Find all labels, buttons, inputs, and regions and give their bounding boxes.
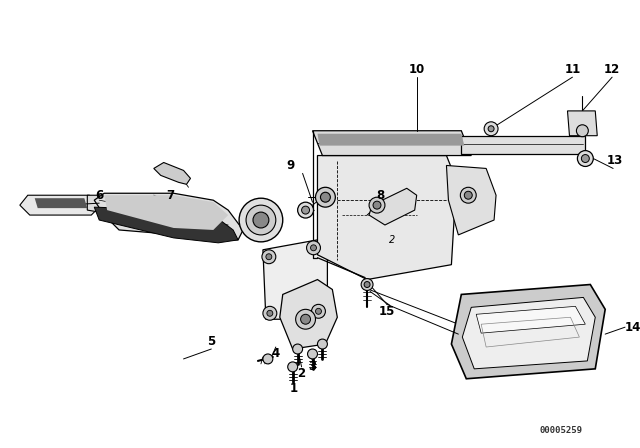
Circle shape (288, 362, 298, 372)
Circle shape (262, 250, 276, 264)
Circle shape (246, 205, 276, 235)
Text: 13: 13 (607, 154, 623, 167)
Text: 12: 12 (604, 63, 620, 76)
Circle shape (488, 126, 494, 132)
Polygon shape (317, 134, 464, 146)
Text: 2: 2 (298, 367, 306, 380)
Text: 3: 3 (308, 360, 317, 373)
Polygon shape (312, 131, 471, 155)
Text: 9: 9 (287, 159, 295, 172)
Circle shape (296, 309, 316, 329)
Polygon shape (462, 297, 595, 369)
Circle shape (316, 187, 335, 207)
Circle shape (239, 198, 283, 242)
Circle shape (373, 201, 381, 209)
Polygon shape (476, 306, 586, 333)
Circle shape (364, 281, 370, 288)
Circle shape (310, 245, 317, 251)
Polygon shape (87, 195, 99, 212)
Circle shape (317, 339, 328, 349)
Circle shape (312, 304, 325, 318)
Circle shape (577, 151, 593, 167)
Circle shape (266, 254, 272, 260)
Polygon shape (317, 155, 456, 280)
Polygon shape (154, 163, 191, 184)
Text: 8: 8 (376, 189, 384, 202)
Polygon shape (461, 136, 586, 154)
Text: 14: 14 (625, 321, 640, 334)
Circle shape (464, 191, 472, 199)
Text: 5: 5 (207, 335, 216, 348)
Circle shape (321, 192, 330, 202)
Circle shape (369, 197, 385, 213)
Circle shape (263, 354, 273, 364)
Text: 2: 2 (388, 235, 395, 245)
Text: 7: 7 (166, 189, 175, 202)
Circle shape (361, 279, 373, 290)
Circle shape (292, 344, 303, 354)
Text: 1: 1 (290, 382, 298, 395)
Circle shape (253, 212, 269, 228)
Text: 4: 4 (272, 348, 280, 361)
Circle shape (301, 314, 310, 324)
Circle shape (301, 206, 310, 214)
Polygon shape (20, 195, 99, 215)
Text: 10: 10 (408, 63, 425, 76)
Polygon shape (35, 198, 87, 208)
Polygon shape (447, 165, 496, 235)
Polygon shape (94, 193, 243, 240)
Circle shape (263, 306, 276, 320)
Circle shape (460, 187, 476, 203)
Circle shape (484, 122, 498, 136)
Text: 15: 15 (379, 305, 395, 318)
Text: 11: 11 (564, 63, 580, 76)
Polygon shape (104, 195, 228, 230)
Circle shape (577, 125, 588, 137)
Text: 00005259: 00005259 (539, 426, 582, 435)
Polygon shape (568, 111, 597, 136)
Circle shape (316, 308, 321, 314)
Text: 6: 6 (95, 189, 103, 202)
Polygon shape (280, 280, 337, 349)
Circle shape (581, 155, 589, 163)
Polygon shape (451, 284, 605, 379)
Circle shape (298, 202, 314, 218)
Circle shape (307, 241, 321, 255)
Polygon shape (369, 188, 417, 225)
Polygon shape (263, 240, 328, 319)
Circle shape (308, 349, 317, 359)
Polygon shape (94, 207, 238, 243)
Circle shape (267, 310, 273, 316)
